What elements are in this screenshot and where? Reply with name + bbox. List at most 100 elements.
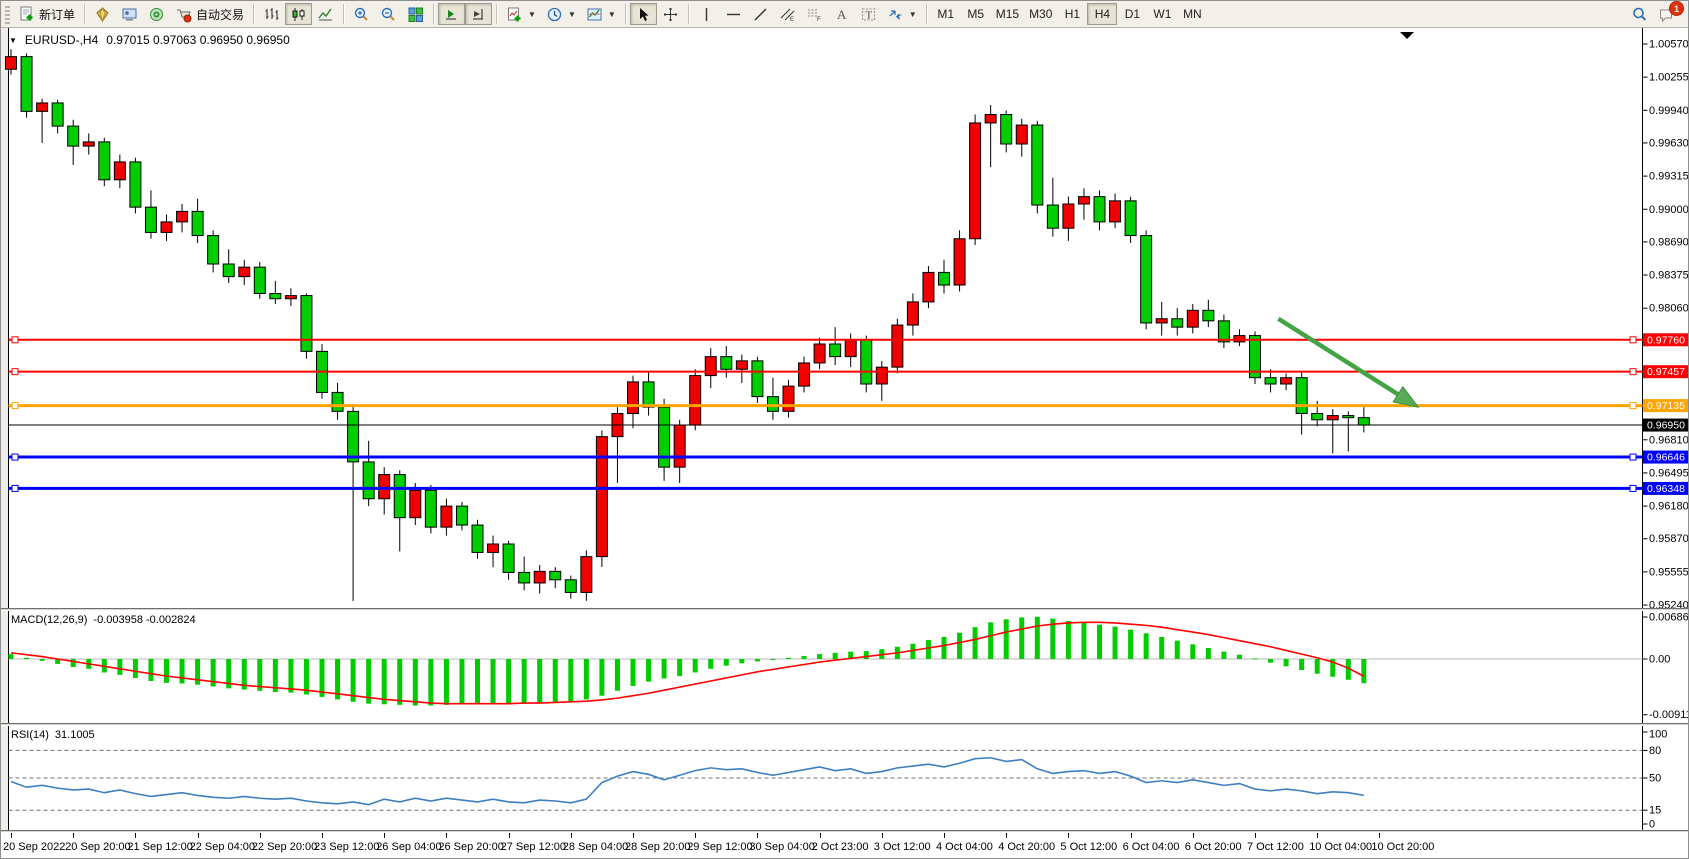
periods-button[interactable]: ▼ — [541, 3, 581, 25]
macd-histogram-bar — [1299, 659, 1305, 671]
time-tick — [322, 833, 323, 838]
templates-button[interactable]: ▼ — [581, 3, 621, 25]
vertical-line-button[interactable] — [693, 3, 720, 25]
hline-handle[interactable] — [11, 402, 19, 410]
hline-handle[interactable] — [11, 453, 19, 461]
macd-histogram-bar — [381, 659, 387, 705]
hline-handle[interactable] — [1629, 402, 1637, 410]
hline-handle[interactable] — [1629, 368, 1637, 376]
candle — [238, 266, 251, 278]
horizontal-line-button[interactable] — [720, 3, 747, 25]
broadcast-button[interactable] — [143, 3, 170, 25]
editor-button[interactable] — [89, 3, 116, 25]
separator — [343, 4, 345, 24]
time-tick — [508, 833, 510, 838]
line-chart-button[interactable] — [312, 3, 339, 25]
hline-handle[interactable] — [1629, 453, 1637, 461]
timeframe-MN[interactable]: MN — [1177, 3, 1207, 25]
fibonacci-button[interactable]: F — [801, 3, 828, 25]
shapes-button[interactable]: ▼ — [882, 3, 922, 25]
hline-handle[interactable] — [1629, 484, 1637, 492]
timeframe-M1[interactable]: M1 — [931, 3, 961, 25]
macd-histogram-bar — [1283, 659, 1289, 667]
trendline-button[interactable] — [747, 3, 774, 25]
rsi-panel[interactable]: 100 80 50 15 0 RSI(14) 31.1005 — [1, 726, 1688, 830]
new-order-button[interactable]: 新订单 — [13, 3, 80, 25]
autotrading-button[interactable]: 自动交易 — [170, 3, 249, 25]
timeframe-D1[interactable]: D1 — [1117, 3, 1147, 25]
candle — [1202, 309, 1215, 322]
macd-histogram-bar — [1019, 617, 1025, 659]
macd-histogram-bar — [770, 659, 776, 660]
panel-splitter[interactable] — [1, 830, 1688, 833]
timeframe-W1[interactable]: W1 — [1147, 3, 1177, 25]
trend-arrow-head[interactable] — [1392, 385, 1420, 408]
time-label: 21 Sep 12:00 — [127, 841, 193, 853]
candles-chart-button[interactable] — [285, 3, 313, 25]
svg-text:F: F — [817, 17, 821, 23]
toolbar-grip[interactable] — [5, 4, 10, 24]
time-tick — [1255, 833, 1256, 838]
time-tick — [881, 833, 883, 838]
panel-splitter[interactable] — [1, 723, 1688, 726]
tile-windows-icon — [408, 7, 424, 22]
search-button[interactable] — [1626, 3, 1653, 25]
candle — [829, 343, 842, 358]
vertical-line-icon — [705, 7, 707, 21]
time-label: 28 Sep 20:00 — [625, 841, 691, 853]
candle — [906, 301, 919, 326]
macd-histogram-bar — [506, 659, 512, 704]
time-tick — [570, 833, 572, 838]
timeframe-M5[interactable]: M5 — [961, 3, 991, 25]
timeframe-M15[interactable]: M15 — [991, 3, 1024, 25]
main-chart-svg[interactable]: 1.00570 1.00255 0.99940 0.99630 0.99315 0.990… — [1, 28, 1689, 608]
macd-histogram-bar — [1314, 659, 1320, 674]
candle — [440, 505, 453, 528]
main-chart-panel[interactable]: 1.00570 1.00255 0.99940 0.99630 0.99315 0.990… — [1, 28, 1689, 608]
hline-handle[interactable] — [11, 368, 19, 376]
text-label-button[interactable]: T — [855, 3, 882, 25]
macd-histogram-bar — [988, 622, 994, 659]
indicators-button[interactable]: ▼ — [501, 3, 541, 25]
time-axis[interactable]: 20 Sep 2022 20 Sep 20:00 21 Sep 12:00 22 Se… — [1, 833, 1688, 858]
macd-histogram-bar — [1112, 626, 1118, 659]
time-label: 20 Sep 2022 — [3, 841, 66, 853]
panel-splitter[interactable] — [1, 608, 1688, 611]
autotrading-label: 自动交易 — [196, 7, 245, 22]
crosshair-icon — [663, 7, 677, 21]
hline-handle[interactable] — [1629, 336, 1637, 344]
bars-chart-button[interactable] — [258, 3, 285, 25]
macd-tick-label: -0.009114 — [1649, 709, 1689, 721]
notifications-button[interactable]: 1 — [1653, 1, 1684, 25]
line-chart-icon — [318, 8, 333, 20]
terminal-button[interactable] — [116, 3, 143, 25]
candle — [1233, 335, 1246, 343]
equidistant-channel-button[interactable]: E — [774, 3, 801, 25]
candle — [860, 339, 873, 385]
crosshair-button[interactable] — [657, 3, 684, 25]
timeframe-M30[interactable]: M30 — [1024, 3, 1057, 25]
candle — [938, 271, 950, 286]
separator — [433, 4, 435, 24]
timeframe-H4[interactable]: H4 — [1087, 3, 1118, 25]
trend-arrow-line[interactable] — [1277, 316, 1400, 397]
cursor-button[interactable] — [629, 3, 657, 25]
text-button[interactable]: A — [828, 3, 855, 25]
zoom-out-button[interactable] — [375, 3, 402, 25]
candle — [144, 206, 157, 233]
chart-menu-icon[interactable]: ▼ — [9, 35, 17, 45]
macd-panel[interactable]: 0.006868 0.00 -0.009114 MACD(12,26,9) -0.0… — [1, 611, 1689, 723]
shift-chart-button[interactable] — [438, 3, 466, 25]
zoom-in-button[interactable] — [348, 3, 375, 25]
chart-shift-marker[interactable] — [1400, 32, 1414, 39]
auto-scroll-button[interactable] — [465, 3, 493, 25]
svg-text:E: E — [790, 17, 794, 23]
timeframe-H1[interactable]: H1 — [1057, 3, 1087, 25]
candle — [222, 263, 235, 278]
candle — [393, 474, 406, 519]
time-tick — [695, 833, 697, 838]
hline-handle[interactable] — [11, 336, 19, 344]
hline-handle[interactable] — [11, 484, 19, 492]
macd-histogram-bar — [661, 659, 667, 679]
tile-windows-button[interactable] — [402, 3, 429, 25]
